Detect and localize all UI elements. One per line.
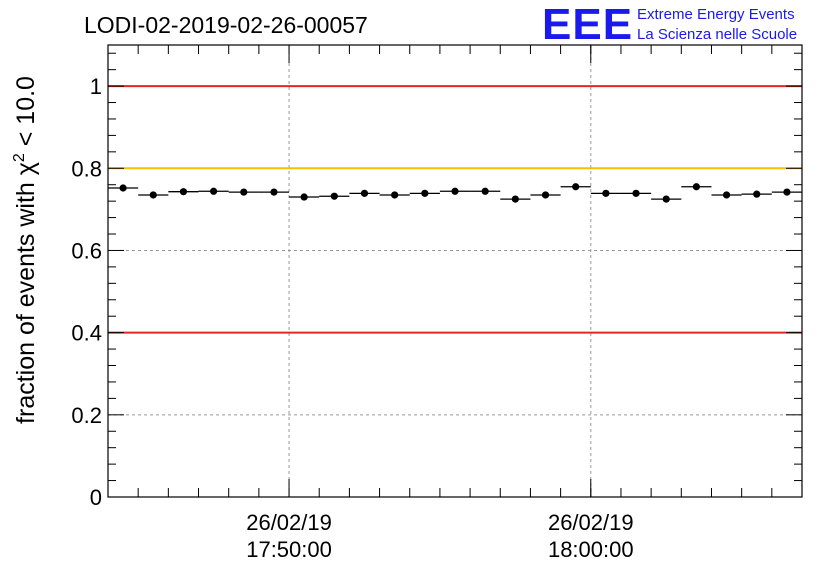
x-tick-label-time: 17:50:00: [246, 537, 332, 562]
y-tick-label: 0.8: [71, 156, 102, 181]
data-point: [481, 187, 489, 195]
data-point: [119, 184, 127, 192]
data-point: [572, 183, 580, 191]
y-tick-label: 1: [90, 74, 102, 99]
y-axis-label-symbol: χ: [12, 162, 40, 175]
eee-logo: EEE Extreme Energy Events La Scienza nel…: [542, 0, 797, 49]
data-point: [300, 193, 308, 201]
plot-frame: [107, 44, 803, 498]
data-point: [541, 191, 550, 199]
axes: 00.20.40.60.8126/02/1917:50:0026/02/1918…: [71, 44, 803, 562]
data-point: [360, 189, 369, 197]
y-axis-label-superscript: 2: [11, 153, 28, 162]
data-point: [692, 183, 700, 191]
x-tick-label-date: 26/02/19: [548, 510, 634, 535]
data-point: [240, 188, 248, 196]
data-point: [783, 188, 791, 196]
data-point: [391, 191, 399, 199]
data-point: [421, 189, 429, 197]
data-point: [179, 188, 188, 196]
x-tick-label-date: 26/02/19: [246, 510, 332, 535]
data-point: [602, 189, 610, 197]
data-point: [210, 187, 218, 195]
logo-line2: La Scienza nelle Scuole: [637, 26, 797, 43]
data-point: [511, 195, 519, 203]
data-point: [270, 188, 278, 196]
data-series: [108, 183, 802, 203]
data-point: [662, 195, 670, 203]
y-tick-label: 0.6: [71, 238, 102, 263]
data-point: [753, 190, 761, 198]
x-tick-label-time: 18:00:00: [548, 537, 634, 562]
data-point: [451, 187, 459, 195]
reference-lines: [108, 85, 802, 334]
data-point: [330, 192, 338, 200]
y-tick-label: 0.2: [71, 403, 102, 428]
y-axis-label: fraction of events with χ2 < 10.0: [11, 76, 40, 424]
logo-mark: EEE: [542, 0, 633, 49]
data-point: [149, 191, 157, 199]
y-axis-label-suffix: < 10.0: [12, 76, 40, 153]
chart-title: LODI-02-2019-02-26-00057: [84, 12, 368, 38]
data-point: [632, 189, 640, 197]
logo-line1: Extreme Energy Events: [637, 6, 795, 23]
y-axis-label-prefix: fraction of events with: [12, 175, 40, 424]
y-tick-label: 0: [90, 485, 102, 510]
grid: [108, 45, 802, 497]
data-point: [722, 191, 731, 199]
y-tick-label: 0.4: [71, 321, 102, 346]
